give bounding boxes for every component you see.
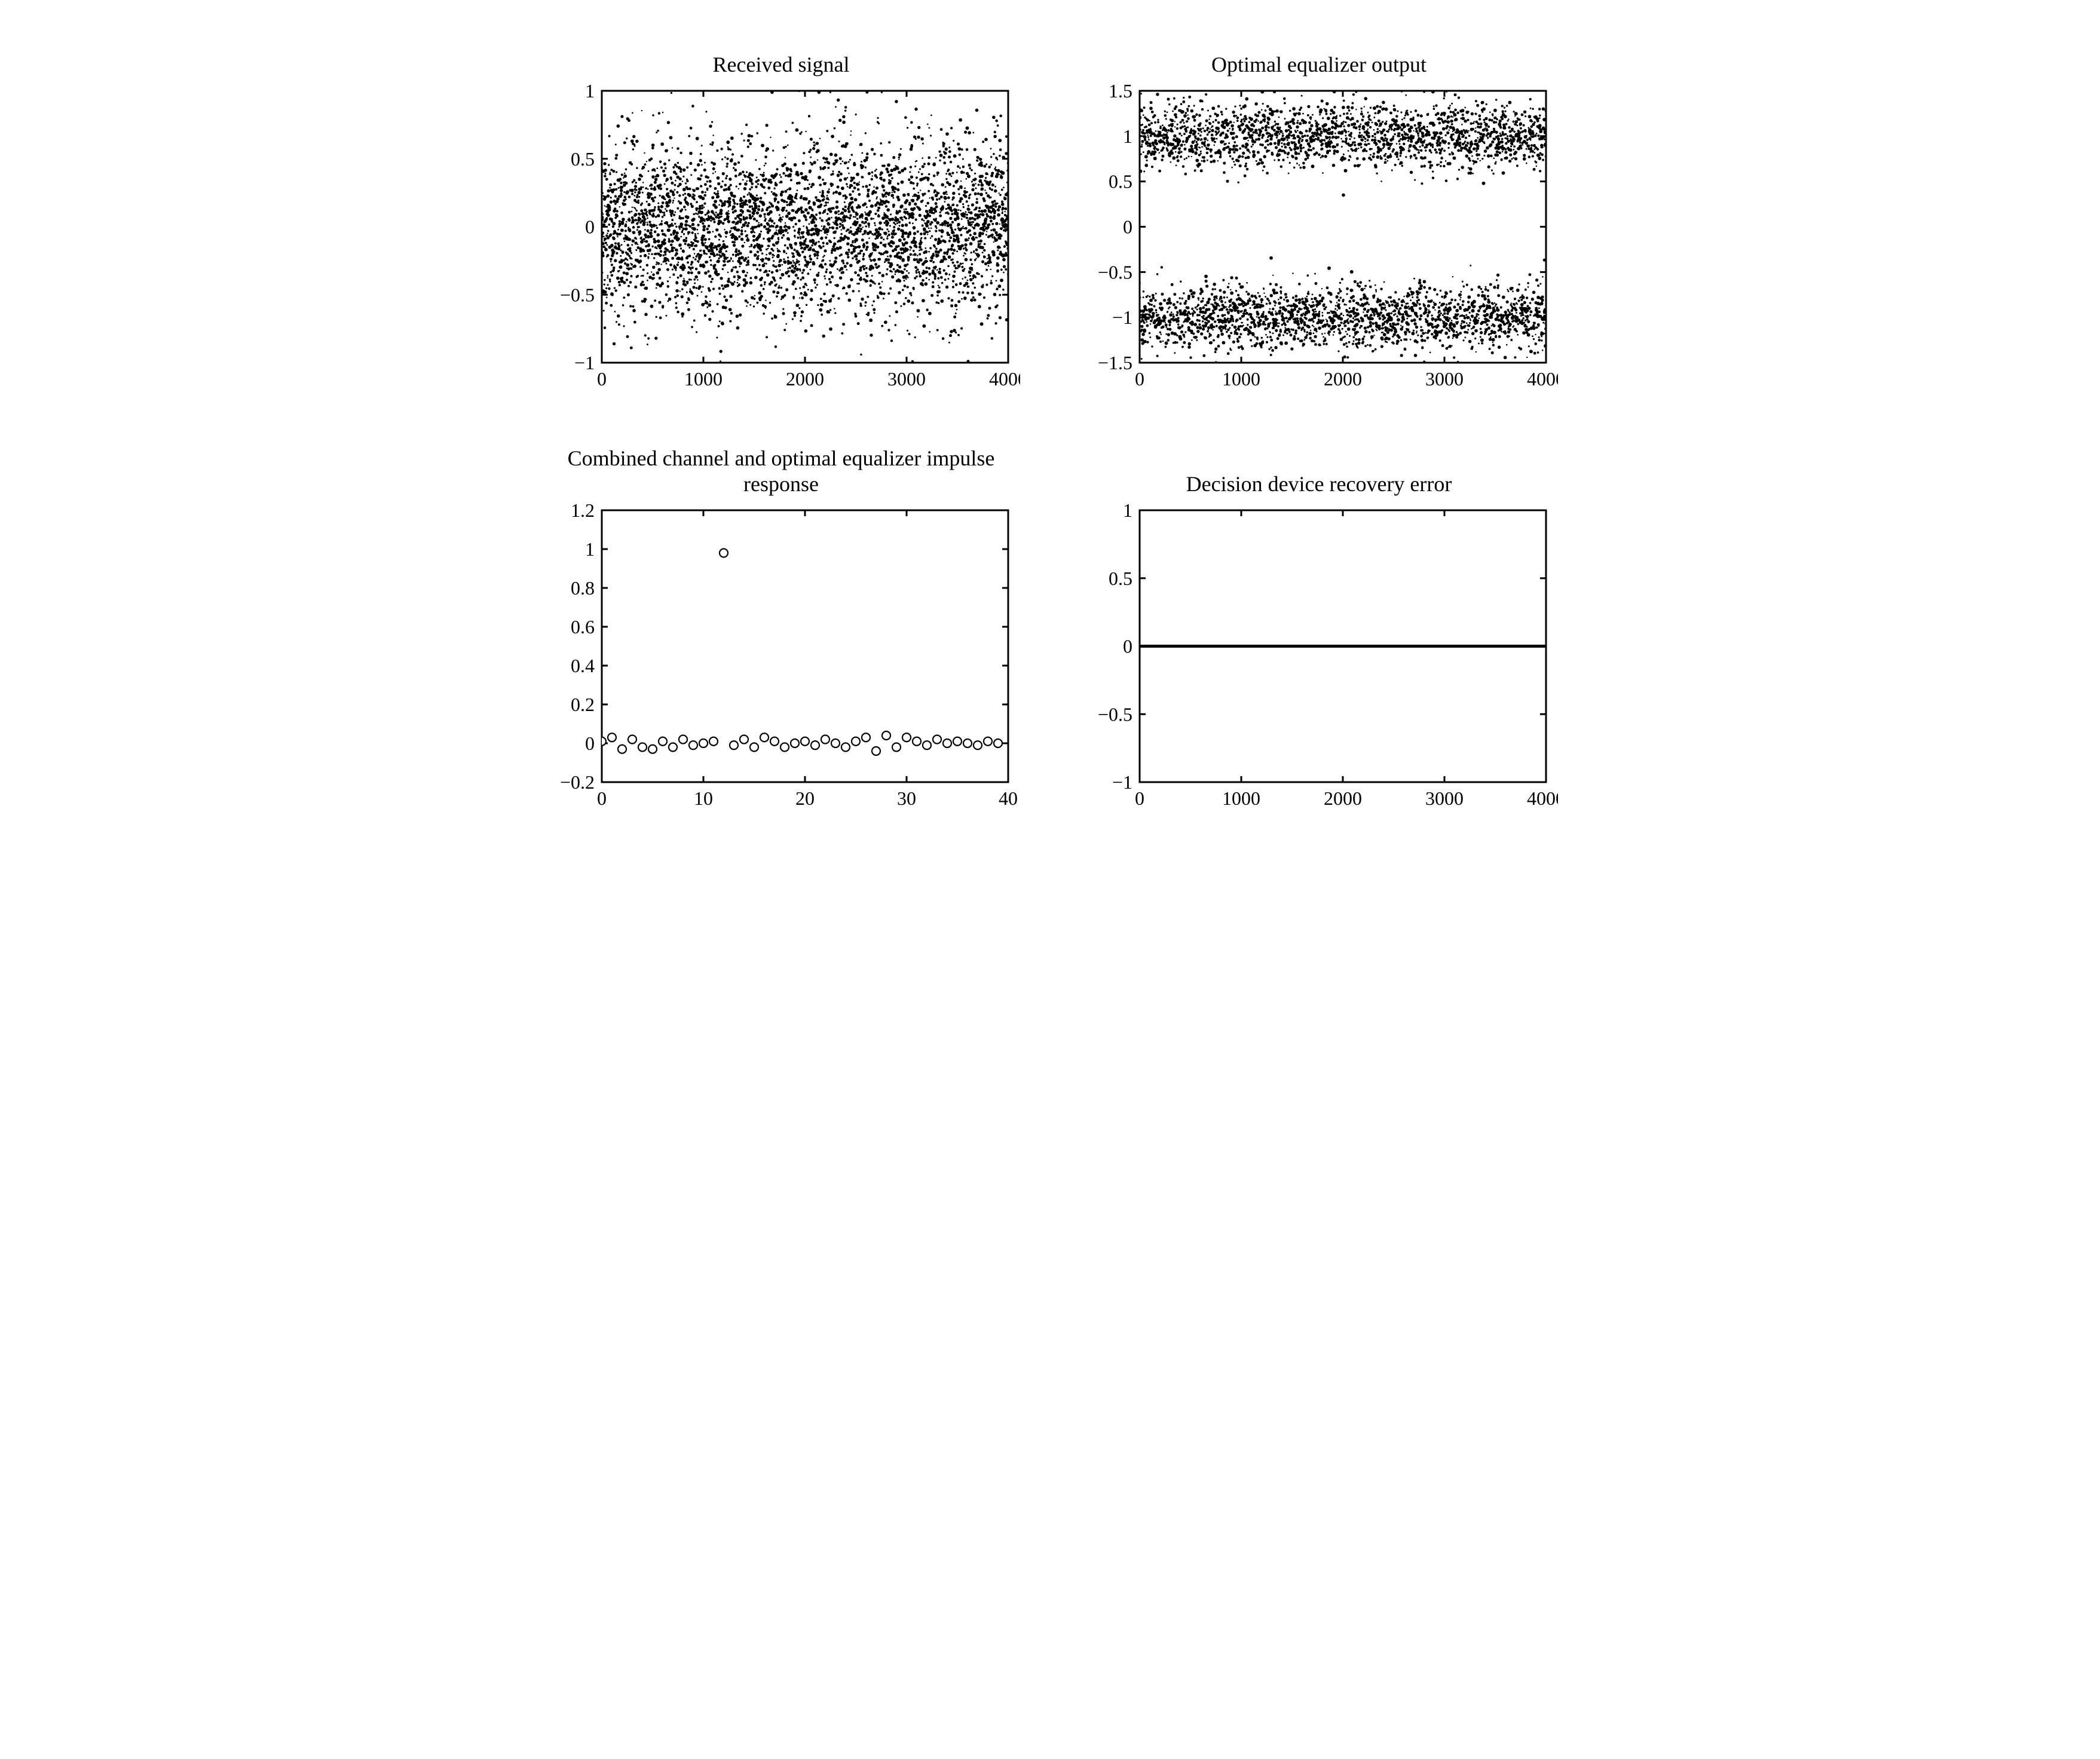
svg-text:0.5: 0.5: [571, 148, 595, 170]
svg-text:−0.5: −0.5: [1098, 261, 1132, 283]
chart-equalizer-output: 0 1000 2000 3000 4000 −1.5 −1 −0.5 0 0.5 1 1.5: [1080, 85, 1558, 396]
panel-title-equalizer-output: Optimal equalizer output: [1080, 24, 1558, 78]
svg-text:−1: −1: [1112, 307, 1132, 328]
svg-text:0: 0: [1135, 368, 1144, 390]
panel-received: Received signal 01000200030004000−1−0.50…: [542, 24, 1020, 396]
svg-text:3000: 3000: [887, 368, 926, 390]
figure-grid: Received signal 01000200030004000−1−0.50…: [542, 24, 1558, 815]
svg-text:4000: 4000: [1527, 368, 1558, 390]
panel-title-error: Decision device recovery error: [1080, 443, 1558, 497]
svg-text:−0.5: −0.5: [560, 284, 595, 305]
svg-text:4000: 4000: [989, 368, 1020, 390]
svg-text:1: 1: [585, 85, 595, 102]
panel-title-received: Received signal: [542, 24, 1020, 78]
svg-text:0: 0: [597, 368, 607, 390]
svg-text:1: 1: [1123, 125, 1132, 147]
svg-text:0: 0: [1123, 216, 1132, 238]
panel-error: Decision device recovery error 010002000…: [1080, 443, 1558, 815]
svg-text:−1: −1: [574, 352, 595, 373]
panel-title-impulse-text: Combined channel and optimal equalizer i…: [542, 446, 1020, 497]
svg-text:2000: 2000: [1324, 368, 1362, 390]
svg-text:1000: 1000: [684, 368, 723, 390]
svg-text:2000: 2000: [786, 368, 824, 390]
panel-equalizer-output: Optimal equalizer output 0 1000 2000 3000 40…: [1080, 24, 1558, 396]
panel-impulse: Combined channel and optimal equalizer i…: [542, 443, 1020, 815]
svg-text:3000: 3000: [1425, 368, 1464, 390]
svg-text:0: 0: [585, 216, 595, 238]
svg-text:0.5: 0.5: [1109, 171, 1132, 192]
svg-text:1000: 1000: [1222, 368, 1260, 390]
chart-error: 01000200030004000−1−0.500.51: [1080, 504, 1558, 815]
chart-received: 0 1000 2000 3000 4000 −1 −0.5 0 0.5 1: [542, 85, 1020, 396]
svg-text:1.5: 1.5: [1109, 85, 1132, 102]
chart-impulse: 010203040−0.200.20.40.60.811.2: [542, 504, 1020, 815]
svg-text:−1.5: −1.5: [1098, 352, 1132, 373]
panel-title-impulse: Combined channel and optimal equalizer i…: [542, 443, 1020, 497]
